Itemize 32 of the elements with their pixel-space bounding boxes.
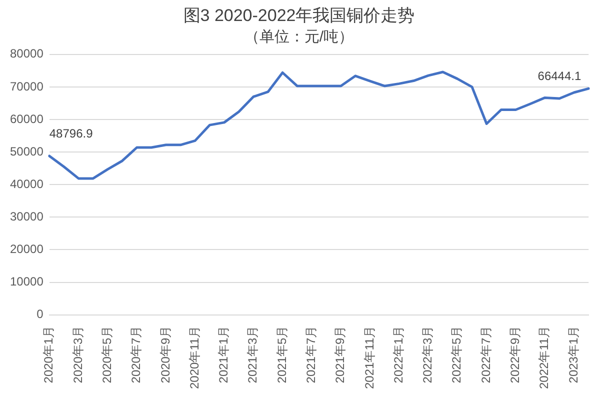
x-tick-label: 2020年1月 xyxy=(42,326,56,384)
y-tick-label: 50000 xyxy=(10,144,44,158)
y-tick-label: 10000 xyxy=(10,274,44,289)
x-tick-label: 2020年11月 xyxy=(187,326,202,390)
x-tick-label: 2021年11月 xyxy=(362,326,376,390)
x-tick-label: 2021年3月 xyxy=(246,326,260,384)
x-tick-label: 2021年1月 xyxy=(216,326,231,384)
data-label: 66444.1 xyxy=(538,68,582,83)
x-tick-label: 2021年5月 xyxy=(274,326,289,384)
x-tick-label: 2020年3月 xyxy=(70,326,85,384)
y-tick-label: 80000 xyxy=(10,46,44,61)
x-tick-label: 2022年11月 xyxy=(537,326,552,390)
y-tick-label: 60000 xyxy=(10,112,44,126)
x-tick-label: 2021年7月 xyxy=(304,326,318,384)
x-tick-label: 2023年1月 xyxy=(566,326,580,384)
x-tick-label: 2022年1月 xyxy=(391,326,406,384)
x-tick-label: 2022年7月 xyxy=(478,326,493,384)
x-tick-label: 2022年5月 xyxy=(450,326,464,384)
x-tick-label: 2020年9月 xyxy=(158,326,172,384)
y-tick-label: 30000 xyxy=(10,209,44,224)
y-tick-label: 20000 xyxy=(10,242,44,256)
chart-title: 图3 2020-2022年我国铜价走势 xyxy=(183,6,415,25)
y-tick-label: 70000 xyxy=(10,79,44,94)
y-tick-label: 0 xyxy=(36,307,44,322)
x-tick-label: 2020年7月 xyxy=(129,326,144,384)
x-tick-label: 2020年5月 xyxy=(100,326,114,384)
chart-subtitle: （单位：元/吨） xyxy=(244,28,354,46)
x-tick-label: 2021年9月 xyxy=(333,326,348,384)
x-tick-label: 2022年9月 xyxy=(508,326,522,384)
y-tick-label: 40000 xyxy=(10,176,44,191)
x-tick-label: 2022年3月 xyxy=(420,326,435,384)
data-label: 48796.9 xyxy=(49,126,94,140)
